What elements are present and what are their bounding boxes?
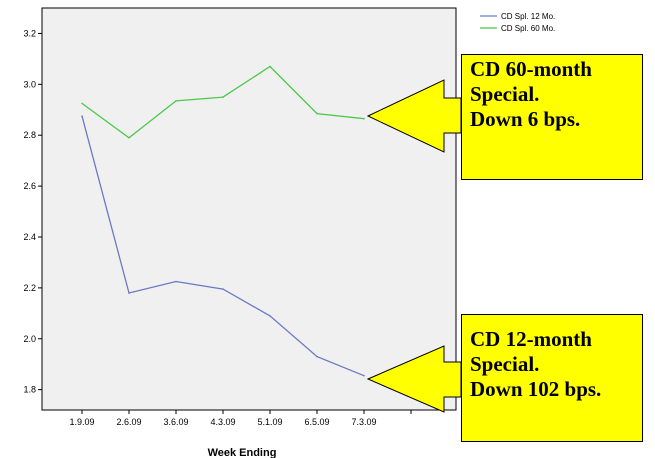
y-tick-label: 3.0 — [23, 79, 36, 89]
y-tick-label: 1.8 — [23, 385, 36, 395]
data-point — [363, 117, 365, 120]
data-point — [222, 288, 224, 290]
data-point — [269, 65, 271, 68]
series-lines — [81, 65, 365, 377]
data-point — [81, 102, 83, 105]
data-point — [269, 315, 271, 317]
y-tick-label: 2.4 — [23, 232, 36, 242]
data-point — [81, 115, 83, 117]
data-point — [128, 137, 130, 139]
data-point — [175, 280, 177, 283]
callout-12mo-line: CD 12-month — [470, 327, 592, 351]
callout-60mo-line: CD 60-month — [470, 57, 592, 81]
y-tick-label: 3.2 — [23, 28, 36, 38]
x-tick-label: 6.5.09 — [304, 417, 329, 427]
axis-ticks: 1.8 2.0 2.2 2.4 2.6 2.8 3.0 3.2 1.9.09 2.6.09 3.6.… — [23, 28, 412, 427]
data-point — [222, 96, 224, 98]
y-tick-label: 2.2 — [23, 283, 36, 293]
x-tick-label: 4.3.09 — [210, 417, 235, 427]
data-point — [316, 112, 318, 115]
x-tick-label: 1.9.09 — [69, 417, 94, 427]
y-tick-label: 2.0 — [23, 334, 36, 344]
data-point — [316, 355, 318, 358]
x-tick-label: 2.6.09 — [116, 417, 141, 427]
x-tick-label: 3.6.09 — [163, 417, 188, 427]
callout-12mo-line: Special. — [470, 352, 540, 376]
plot-area — [41, 7, 457, 411]
data-point — [363, 374, 365, 377]
callout-60mo-line: Down 6 bps. — [470, 107, 581, 131]
data-point — [175, 100, 177, 102]
x-tick-label: 7.3.09 — [351, 417, 376, 427]
x-tick-label: 5.1.09 — [257, 417, 282, 427]
callout-60mo: CD 60-month Special. Down 6 bps. — [461, 54, 643, 180]
x-axis-title: Week Ending — [208, 447, 277, 458]
data-point — [128, 292, 130, 294]
callout-60mo-line: Special. — [470, 82, 540, 106]
legend: CD Spl. 12 Mo. CD Spl. 60 Mo. — [480, 12, 555, 33]
y-tick-label: 2.6 — [23, 181, 36, 191]
legend-label-60mo: CD Spl. 60 Mo. — [501, 24, 555, 33]
legend-label-12mo: CD Spl. 12 Mo. — [501, 12, 555, 21]
y-tick-label: 2.8 — [23, 130, 36, 140]
callout-12mo: CD 12-month Special. Down 102 bps. — [461, 314, 643, 442]
callout-12mo-line: Down 102 bps. — [470, 377, 602, 401]
